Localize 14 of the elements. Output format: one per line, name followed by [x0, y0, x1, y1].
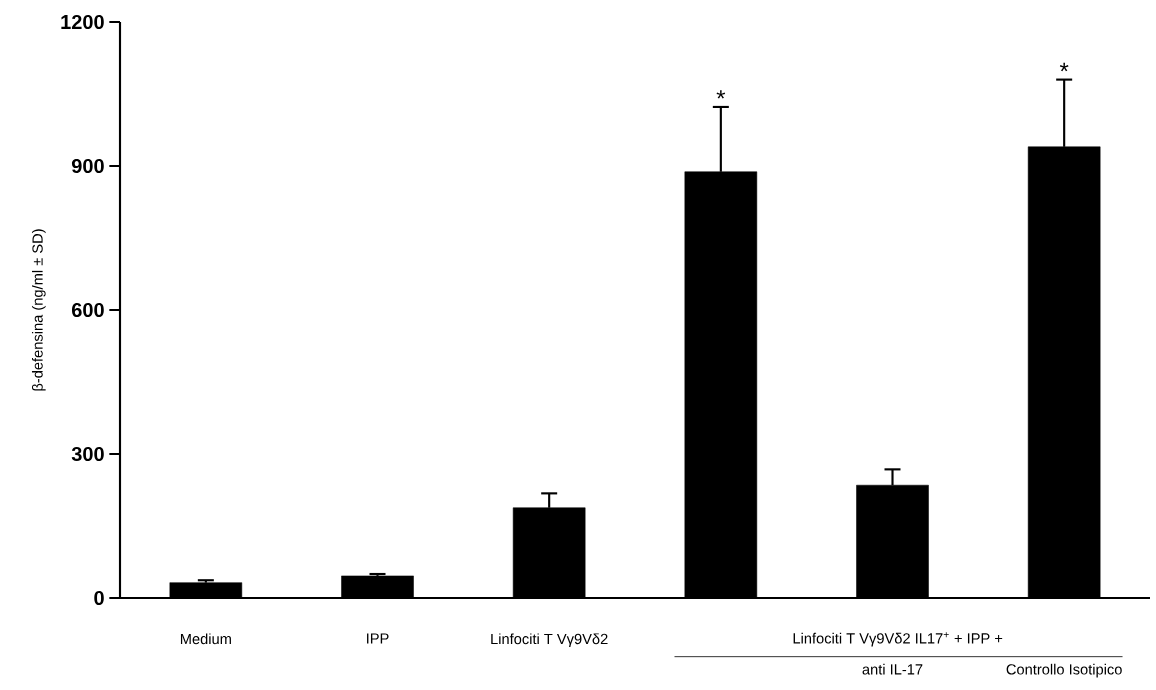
x-tick-label: IPP: [367, 633, 389, 644]
x-tick-label: Controllo Isotipico: [1006, 663, 1122, 678]
y-tick-label: 600: [71, 302, 104, 318]
y-tick-label: 1200: [61, 14, 104, 30]
text: Linfociti T Vγ9Vδ2 IL17$^{+}$ + IPP +: [793, 632, 1003, 647]
data-label: *: [1059, 62, 1069, 72]
x-tick-label: anti IL-17: [862, 663, 923, 675]
y-tick-label: 900: [71, 158, 104, 174]
y-tick-label: 300: [71, 446, 104, 462]
y-axis-title: β-defensina (ng/ml ± SD): [31, 229, 46, 391]
data-label: *: [716, 90, 726, 99]
x-tick-label: Medium: [180, 633, 231, 645]
y-tick-label: 0: [94, 590, 104, 606]
x-tick-label: Linfociti T Vγ9Vδ2: [491, 633, 608, 648]
